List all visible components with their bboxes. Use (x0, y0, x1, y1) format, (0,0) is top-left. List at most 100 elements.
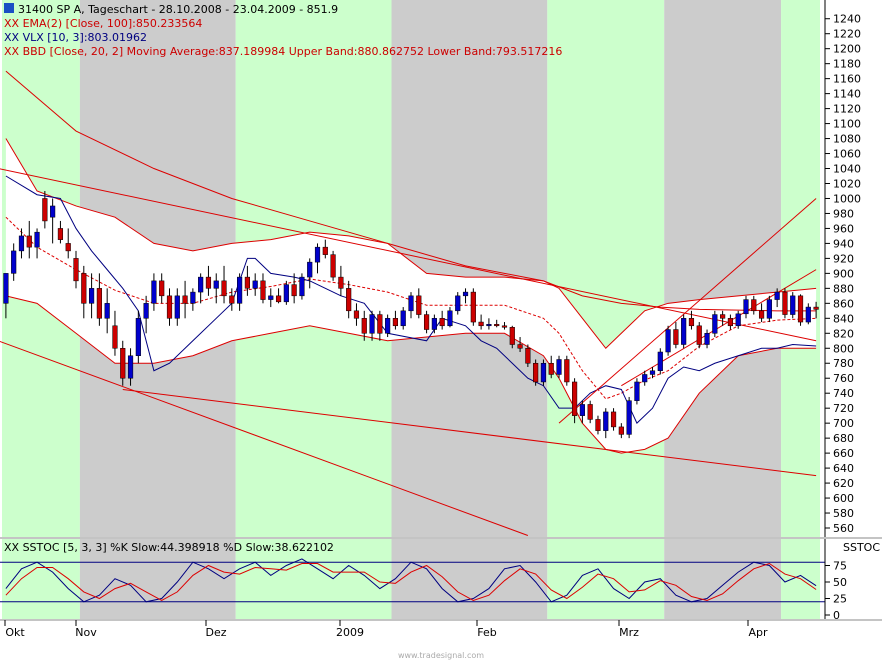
stoch-tick-label: 50 (833, 576, 847, 589)
candle-body (720, 314, 726, 319)
y-tick-label: 1040 (833, 163, 861, 176)
y-tick-label: 800 (833, 342, 854, 355)
candle-body (291, 284, 297, 297)
month-shade (547, 0, 665, 537)
candle-body (408, 295, 414, 312)
candle-body (385, 318, 391, 334)
candle-body (330, 254, 336, 278)
y-tick-label: 820 (833, 327, 854, 340)
stoch-month-shade (391, 539, 548, 619)
candle-body (314, 246, 321, 263)
y-tick-label: 580 (833, 507, 854, 520)
candle-body (338, 276, 344, 289)
y-tick-label: 1100 (833, 118, 861, 131)
candle-body (244, 276, 250, 289)
candle-body (455, 295, 461, 312)
watermark: www.tradesignal.com (398, 651, 484, 660)
y-tick-label: 1200 (833, 43, 861, 56)
candle-body (626, 400, 632, 435)
trend-line (0, 340, 529, 536)
candle-body (478, 321, 484, 327)
candle-body (712, 314, 718, 334)
x-tick-label: Nov (75, 626, 97, 639)
x-tick-label: 2009 (336, 626, 364, 639)
candle-body (610, 411, 617, 428)
stoch-d-line (5, 562, 817, 602)
candle-body (556, 359, 562, 375)
candle-body (34, 231, 40, 248)
x-tick-label: Mrz (619, 626, 639, 639)
candle-body (579, 404, 585, 416)
y-tick-label: 1240 (833, 13, 861, 26)
candle-body (174, 295, 180, 319)
ema-line (5, 70, 817, 312)
candle-body (198, 276, 204, 293)
candle-body (447, 310, 453, 327)
x-tick-label: Okt (5, 626, 25, 639)
candle-body (704, 333, 710, 345)
candle-body (205, 276, 212, 289)
candle-body (112, 325, 118, 349)
candle-body (369, 314, 375, 334)
candle-body (665, 329, 671, 353)
y-axis-area (825, 0, 882, 537)
candle-body (494, 324, 500, 327)
y-tick-label: 900 (833, 267, 854, 280)
y-tick-label: 680 (833, 432, 854, 445)
y-tick-label: 700 (833, 417, 854, 430)
candle-body (104, 303, 110, 319)
candle-body (517, 344, 523, 349)
candle-body (572, 381, 578, 416)
candle-body (229, 295, 235, 304)
candle-body (649, 370, 656, 375)
candle-body (275, 295, 282, 303)
y-tick-label: 860 (833, 297, 854, 310)
candle-body (322, 246, 328, 255)
month-shade (781, 0, 820, 537)
candle-body (657, 351, 663, 371)
candle-body (431, 318, 437, 330)
header-line4: XX BBD [Close, 20, 2] Moving Average:837… (4, 45, 562, 58)
stoch-k-line (5, 558, 817, 603)
y-tick-label: 760 (833, 372, 854, 385)
candle-body (696, 325, 702, 345)
candle-body (603, 411, 609, 431)
candle-body (509, 327, 515, 345)
trend-line (0, 168, 817, 342)
y-tick-label: 720 (833, 402, 854, 415)
stoch-axis-label: SSTOC (843, 541, 880, 554)
candle-body (143, 303, 149, 319)
candle-body (237, 276, 243, 304)
candle-body (805, 306, 811, 323)
candle-body (190, 291, 196, 304)
upper-band-line (5, 138, 817, 350)
y-tick-label: 660 (833, 447, 854, 460)
candle-body (790, 295, 796, 315)
candle-body (299, 276, 305, 297)
candle-body (735, 313, 741, 327)
candle-body (260, 280, 266, 300)
candle-body (439, 318, 445, 327)
candle-body (96, 288, 102, 319)
candle-body (353, 310, 360, 319)
y-tick-label: 840 (833, 312, 854, 325)
candle-body (57, 228, 64, 240)
candle-body (182, 295, 188, 304)
stoch-tick-label: 75 (833, 560, 847, 573)
y-tick-label: 600 (833, 492, 854, 505)
candle-body (501, 325, 508, 328)
candle-body (11, 250, 17, 274)
trend-line (558, 198, 817, 424)
y-tick-label: 1220 (833, 28, 861, 41)
trend-line (122, 388, 817, 477)
candle-body (486, 324, 492, 327)
y-tick-label: 960 (833, 222, 854, 235)
y-tick-label: 560 (833, 522, 854, 535)
candle-body (65, 243, 71, 252)
candle-body (782, 291, 788, 315)
candle-body (89, 288, 95, 304)
candle-body (166, 295, 173, 319)
candle-body (587, 404, 593, 420)
